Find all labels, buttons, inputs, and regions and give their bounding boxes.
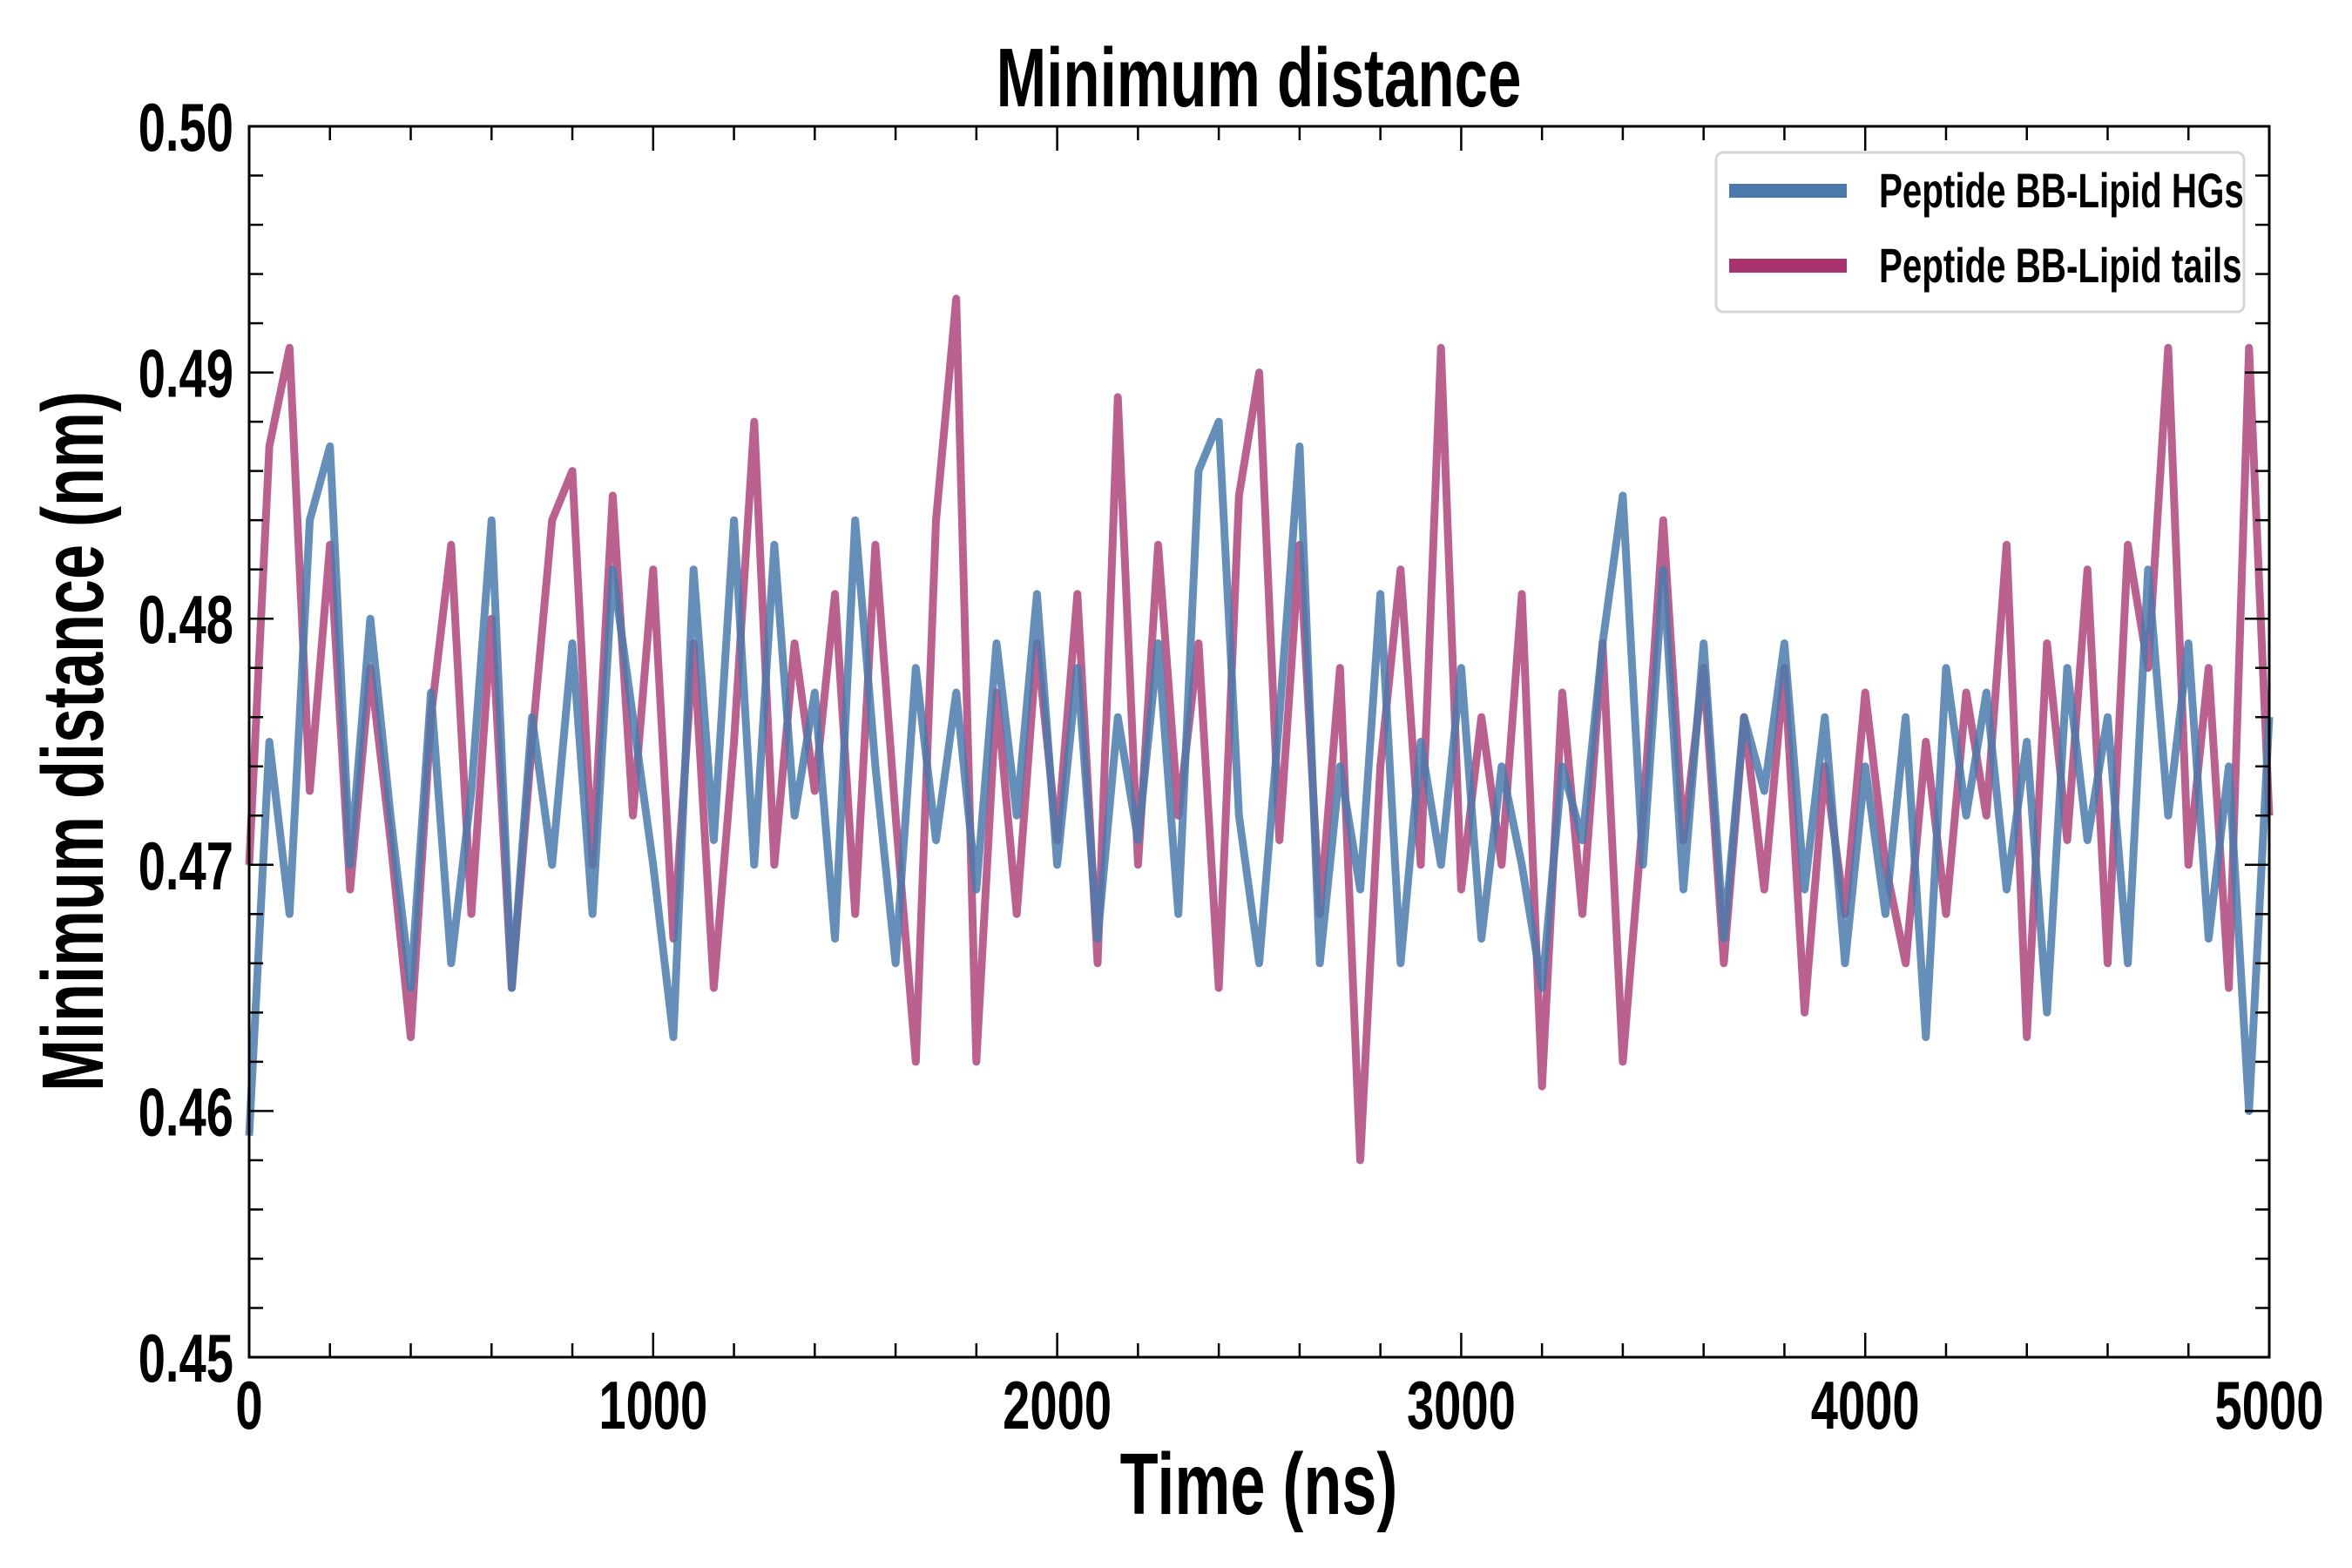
labels-layer: 0 1000 2000 3000 4000 5000 0.45 0.46 0.47 0.48 0.4… (139, 90, 2324, 1443)
x-tick-label: 4000 (1811, 1368, 1920, 1443)
legend-label-tails: Peptide BB-Lipid tails (1879, 240, 2242, 294)
y-tick-label: 0.48 (139, 582, 233, 658)
y-tick-label-group: 0.46 (139, 1074, 233, 1150)
legend-label-group-tails: Peptide BB-Lipid tails (1879, 240, 2242, 294)
y-tick-label: 0.49 (139, 336, 233, 412)
x-tick-label: 3000 (1407, 1368, 1516, 1443)
x-tick-label-group: 0 (235, 1368, 262, 1443)
ticks-layer (247, 125, 2271, 1359)
x-tick-label-group: 5000 (2215, 1368, 2324, 1443)
y-tick-label: 0.47 (139, 828, 233, 904)
y-tick-label-group: 0.49 (139, 336, 233, 412)
x-tick-label-group: 3000 (1407, 1368, 1516, 1443)
x-tick-label-group: 4000 (1811, 1368, 1920, 1443)
legend: Peptide BB-Lipid HGs Peptide BB-Lipid ta… (1714, 151, 2246, 314)
y-tick-label-group: 0.48 (139, 582, 233, 658)
legend-label-group-hgs: Peptide BB-Lipid HGs (1879, 165, 2244, 219)
y-axis-label-group: Minimum distance (nm) (24, 391, 121, 1092)
x-tick-label: 0 (235, 1368, 262, 1443)
chart-title-group: Minimum distance (997, 30, 1522, 125)
y-tick-label-group: 0.50 (139, 90, 233, 166)
series-line-tails (245, 294, 2274, 1165)
y-axis-label: Minimum distance (nm) (24, 391, 121, 1092)
x-tick-label-group: 1000 (598, 1368, 707, 1443)
series-layer (245, 294, 2274, 1165)
y-tick-label: 0.45 (139, 1321, 233, 1396)
y-tick-label-group: 0.47 (139, 828, 233, 904)
legend-box (1714, 151, 2246, 314)
y-tick-label: 0.46 (139, 1074, 233, 1150)
chart-title: Minimum distance (997, 30, 1522, 125)
legend-label-hgs: Peptide BB-Lipid HGs (1879, 165, 2244, 219)
y-tick-label: 0.50 (139, 90, 233, 166)
series-line-hgs (245, 417, 2274, 1136)
x-tick-label: 1000 (598, 1368, 707, 1443)
y-tick-label-group: 0.45 (139, 1321, 233, 1396)
plot-frame (247, 125, 2271, 1359)
x-axis-label: Time (ns) (1120, 1436, 1398, 1532)
x-axis-label-group: Time (ns) (1120, 1436, 1398, 1532)
x-tick-label: 5000 (2215, 1368, 2324, 1443)
x-tick-label: 2000 (1003, 1368, 1112, 1443)
x-tick-label-group: 2000 (1003, 1368, 1112, 1443)
